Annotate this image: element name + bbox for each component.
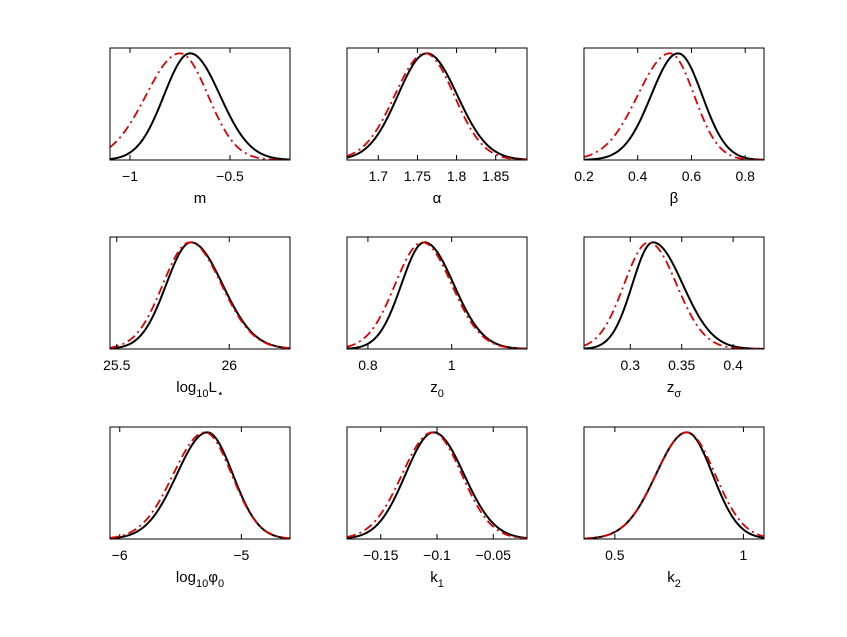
x-tick-label: 1.85 bbox=[482, 168, 509, 184]
solid-curve-panel-3 bbox=[584, 52, 764, 160]
x-tick-label: 0.4 bbox=[723, 357, 743, 373]
x-tick-label: −0.15 bbox=[363, 547, 399, 563]
dashdot-curve-panel-5 bbox=[347, 241, 527, 349]
axes-box bbox=[583, 426, 765, 540]
solid-curve-panel-2 bbox=[347, 52, 527, 160]
solid-curve-panel-5 bbox=[347, 241, 527, 349]
x-tick-label: 26 bbox=[221, 357, 237, 373]
x-tick-label: 1 bbox=[740, 547, 748, 563]
x-tick-label: 0.6 bbox=[682, 168, 702, 184]
axes-box bbox=[346, 236, 528, 350]
x-tick-label: −1 bbox=[122, 168, 138, 184]
dashdot-curve-panel-6 bbox=[584, 241, 764, 349]
x-axis-label: zσ bbox=[667, 379, 682, 400]
x-tick-label: −0.5 bbox=[216, 168, 244, 184]
x-tick-label: 0.5 bbox=[605, 547, 625, 563]
x-axis-label: k2 bbox=[667, 569, 681, 590]
x-tick-label: 1 bbox=[448, 357, 456, 373]
axes-box bbox=[583, 47, 765, 161]
panel-5: 0.8 1z0 bbox=[346, 236, 528, 400]
x-tick-label: 0.4 bbox=[628, 168, 648, 184]
x-tick-label: 0.2 bbox=[574, 168, 594, 184]
dashdot-curve-panel-9 bbox=[584, 431, 764, 539]
x-axis-label: z0 bbox=[430, 379, 444, 400]
x-tick-label: 1.75 bbox=[404, 168, 431, 184]
dashdot-curve-panel-1 bbox=[110, 52, 290, 160]
axes-box bbox=[109, 236, 291, 350]
x-axis-label: k1 bbox=[430, 569, 444, 590]
x-axis-label: m bbox=[194, 190, 207, 207]
solid-curve-panel-4 bbox=[110, 241, 290, 349]
panel-2: 1.7 1.75 1.8 1.85 α bbox=[346, 47, 528, 207]
solid-curve-panel-7 bbox=[110, 431, 290, 539]
panel-7: −6 −5 log10φ0 bbox=[109, 426, 291, 590]
panel-3: 0.2 0.4 0.6 0.8 β bbox=[574, 47, 765, 207]
dashdot-curve-panel-7 bbox=[110, 431, 290, 539]
solid-curve-panel-1 bbox=[110, 52, 290, 160]
x-tick-label: −0.1 bbox=[423, 547, 451, 563]
panel-9: 0.5 1 k2 bbox=[583, 426, 765, 590]
x-tick-label: −6 bbox=[112, 547, 128, 563]
x-tick-label: 25.5 bbox=[103, 357, 130, 373]
x-tick-label: 0.35 bbox=[668, 357, 695, 373]
solid-curve-panel-9 bbox=[584, 431, 764, 539]
dashdot-curve-panel-8 bbox=[347, 431, 527, 539]
axes-box bbox=[583, 236, 765, 350]
axes-box bbox=[109, 426, 291, 540]
x-axis-label: log10L⋆ bbox=[176, 379, 224, 400]
panel-6: 0.3 0.35 0.4 zσ bbox=[583, 236, 765, 400]
panel-1: −1 −0.5 m bbox=[109, 47, 291, 207]
axes-box bbox=[109, 47, 291, 161]
x-tick-label: 1.8 bbox=[447, 168, 467, 184]
solid-curve-panel-6 bbox=[584, 241, 764, 349]
x-axis-label: β bbox=[670, 190, 679, 207]
x-tick-label: −5 bbox=[233, 547, 249, 563]
x-tick-label: 0.8 bbox=[735, 168, 755, 184]
dashdot-curve-panel-3 bbox=[584, 52, 764, 160]
dashdot-curve-panel-4 bbox=[110, 241, 290, 349]
x-axis-label: log10φ0 bbox=[176, 569, 224, 590]
x-tick-label: −0.05 bbox=[476, 547, 512, 563]
x-tick-label: 0.3 bbox=[621, 357, 641, 373]
axes-box bbox=[346, 426, 528, 540]
panel-8: −0.15 −0.1 −0.05 k1 bbox=[346, 426, 528, 590]
dashdot-curve-panel-2 bbox=[347, 52, 527, 160]
x-tick-label: 0.8 bbox=[358, 357, 378, 373]
x-tick-label: 1.7 bbox=[369, 168, 389, 184]
panel-4: 25.5 26 log10L⋆ bbox=[103, 236, 291, 400]
x-axis-label: α bbox=[433, 190, 442, 207]
axes-box bbox=[346, 47, 528, 161]
solid-curve-panel-8 bbox=[347, 431, 527, 539]
